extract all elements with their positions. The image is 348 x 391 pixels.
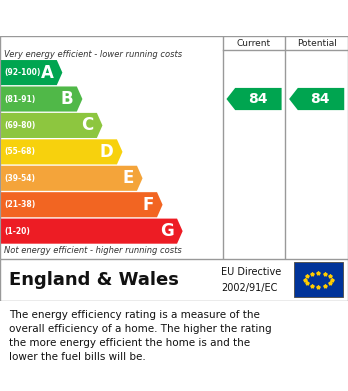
Text: (55-68): (55-68) bbox=[5, 147, 35, 156]
Text: (81-91): (81-91) bbox=[5, 95, 36, 104]
Polygon shape bbox=[227, 88, 282, 110]
Polygon shape bbox=[1, 139, 122, 164]
Bar bbox=[294, 262, 343, 297]
Text: Potential: Potential bbox=[297, 39, 337, 48]
Text: (1-20): (1-20) bbox=[5, 227, 30, 236]
Text: Not energy efficient - higher running costs: Not energy efficient - higher running co… bbox=[4, 246, 182, 255]
Text: 84: 84 bbox=[310, 92, 330, 106]
Text: EU Directive: EU Directive bbox=[221, 267, 281, 277]
Polygon shape bbox=[1, 219, 183, 244]
Text: E: E bbox=[122, 169, 134, 187]
Text: (39-54): (39-54) bbox=[5, 174, 35, 183]
Text: A: A bbox=[40, 64, 53, 82]
Text: B: B bbox=[61, 90, 73, 108]
Text: (21-38): (21-38) bbox=[5, 200, 36, 209]
Text: England & Wales: England & Wales bbox=[9, 271, 179, 289]
Text: D: D bbox=[100, 143, 113, 161]
Text: F: F bbox=[142, 196, 153, 214]
Polygon shape bbox=[1, 60, 62, 85]
Polygon shape bbox=[1, 86, 82, 111]
Text: (92-100): (92-100) bbox=[5, 68, 41, 77]
Text: 84: 84 bbox=[248, 92, 267, 106]
Polygon shape bbox=[289, 88, 344, 110]
Polygon shape bbox=[1, 166, 143, 191]
Text: G: G bbox=[160, 222, 174, 240]
Text: The energy efficiency rating is a measure of the
overall efficiency of a home. T: The energy efficiency rating is a measur… bbox=[9, 310, 271, 362]
Polygon shape bbox=[1, 113, 102, 138]
Text: Energy Efficiency Rating: Energy Efficiency Rating bbox=[9, 11, 219, 25]
Text: C: C bbox=[81, 117, 93, 135]
Polygon shape bbox=[1, 192, 163, 217]
Text: 2002/91/EC: 2002/91/EC bbox=[221, 283, 277, 293]
Text: Current: Current bbox=[237, 39, 271, 48]
Text: (69-80): (69-80) bbox=[5, 121, 36, 130]
Text: Very energy efficient - lower running costs: Very energy efficient - lower running co… bbox=[4, 50, 182, 59]
